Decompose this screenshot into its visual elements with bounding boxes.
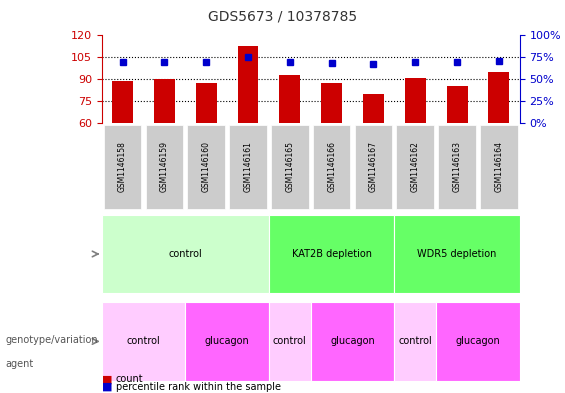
FancyBboxPatch shape (269, 302, 311, 381)
Text: control: control (168, 249, 202, 259)
Text: control: control (127, 336, 160, 346)
Bar (488, 72, 510, 123)
Text: WDR5 depletion: WDR5 depletion (418, 249, 497, 259)
Bar (196, 83, 217, 123)
Text: KAT2B depletion: KAT2B depletion (292, 249, 372, 259)
Bar (447, 86, 468, 123)
Text: ■: ■ (102, 374, 112, 384)
Text: glucagon: glucagon (330, 336, 375, 346)
FancyBboxPatch shape (355, 125, 392, 209)
Text: GSM1146167: GSM1146167 (369, 141, 378, 192)
Text: count: count (116, 374, 144, 384)
Text: GDS5673 / 10378785: GDS5673 / 10378785 (208, 9, 357, 24)
Bar (363, 94, 384, 123)
Text: genotype/variation: genotype/variation (6, 335, 98, 345)
Text: GSM1146160: GSM1146160 (202, 141, 211, 192)
Text: GSM1146163: GSM1146163 (453, 141, 462, 192)
FancyBboxPatch shape (313, 125, 350, 209)
FancyBboxPatch shape (436, 302, 520, 381)
FancyBboxPatch shape (102, 302, 185, 381)
Text: GSM1146158: GSM1146158 (118, 141, 127, 192)
FancyBboxPatch shape (185, 302, 269, 381)
Text: glucagon: glucagon (455, 336, 501, 346)
FancyBboxPatch shape (102, 215, 269, 293)
FancyBboxPatch shape (394, 302, 436, 381)
Text: ■: ■ (102, 382, 112, 392)
Bar (321, 83, 342, 123)
FancyBboxPatch shape (146, 125, 183, 209)
Text: control: control (398, 336, 432, 346)
FancyBboxPatch shape (438, 125, 476, 209)
Text: GSM1146165: GSM1146165 (285, 141, 294, 192)
Text: percentile rank within the sample: percentile rank within the sample (116, 382, 281, 392)
Text: GSM1146159: GSM1146159 (160, 141, 169, 192)
Text: control: control (273, 336, 307, 346)
Bar (280, 75, 301, 123)
FancyBboxPatch shape (269, 215, 394, 293)
FancyBboxPatch shape (397, 125, 434, 209)
Text: glucagon: glucagon (205, 336, 250, 346)
Bar (237, 46, 259, 123)
Bar (154, 79, 175, 123)
FancyBboxPatch shape (229, 125, 267, 209)
FancyBboxPatch shape (480, 125, 518, 209)
FancyBboxPatch shape (271, 125, 308, 209)
FancyBboxPatch shape (394, 215, 520, 293)
FancyBboxPatch shape (104, 125, 141, 209)
Text: agent: agent (6, 358, 34, 369)
Text: GSM1146164: GSM1146164 (494, 141, 503, 192)
Text: GSM1146161: GSM1146161 (244, 141, 253, 192)
FancyBboxPatch shape (311, 302, 394, 381)
Bar (405, 78, 426, 123)
Text: GSM1146166: GSM1146166 (327, 141, 336, 192)
Text: GSM1146162: GSM1146162 (411, 141, 420, 192)
Bar (112, 81, 133, 123)
FancyBboxPatch shape (188, 125, 225, 209)
